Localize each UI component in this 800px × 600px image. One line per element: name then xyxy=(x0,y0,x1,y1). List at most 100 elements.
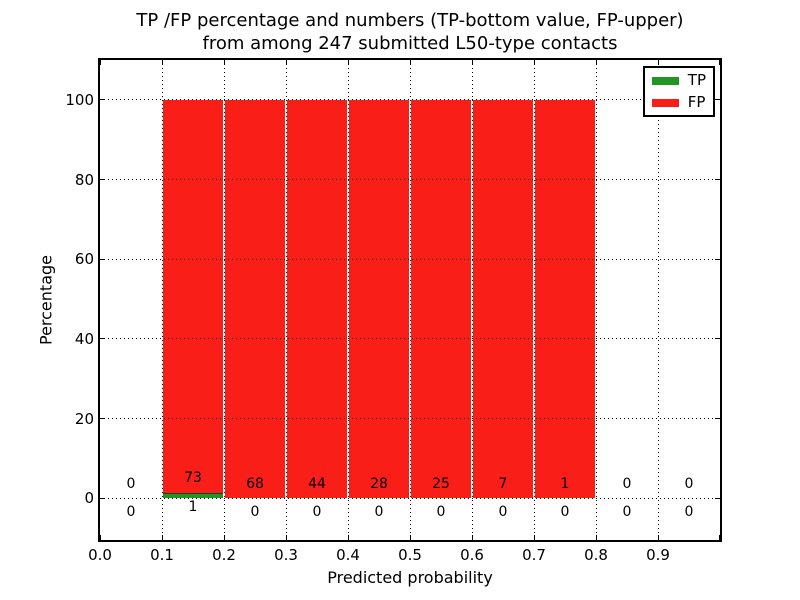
bar-fp xyxy=(411,99,471,499)
x-tick-mark-top xyxy=(718,60,720,65)
x-tick-mark xyxy=(718,535,720,540)
bar-tp xyxy=(163,492,223,499)
x-tick-mark xyxy=(223,535,225,540)
gridline-vertical xyxy=(285,60,287,540)
x-tick-mark-top xyxy=(99,60,101,65)
chart-title: TP /FP percentage and numbers (TP-bottom… xyxy=(100,9,720,55)
gridline-vertical xyxy=(657,60,659,540)
gridline-vertical xyxy=(409,60,411,540)
x-tick-label: 0.7 xyxy=(522,546,546,564)
x-tick-label: 0.9 xyxy=(646,546,670,564)
gridline-vertical xyxy=(471,60,473,540)
fp-count-label: 68 xyxy=(246,475,264,492)
x-tick-mark xyxy=(99,535,101,540)
tp-count-label: 0 xyxy=(498,504,508,521)
x-tick-mark xyxy=(533,535,535,540)
y-tick-mark xyxy=(100,338,105,340)
y-tick-mark xyxy=(100,418,105,419)
x-tick-mark-top xyxy=(161,60,163,65)
x-tick-mark xyxy=(161,535,163,540)
x-tick-label: 0.1 xyxy=(150,546,174,564)
gridline-vertical xyxy=(161,60,163,540)
tp-legend-swatch xyxy=(651,76,679,85)
y-tick-mark-right xyxy=(715,418,720,419)
y-tick-label: 60 xyxy=(74,250,94,269)
x-tick-label: 0.5 xyxy=(398,546,422,564)
x-tick-label: 0.0 xyxy=(88,546,112,564)
x-tick-mark xyxy=(471,535,473,540)
y-tick-mark-right xyxy=(715,258,720,260)
legend-entry-label: FP xyxy=(687,93,706,111)
tp-count-label: 0 xyxy=(436,504,446,521)
bar-fp xyxy=(163,99,223,493)
x-tick-mark xyxy=(409,535,411,540)
x-tick-mark-top xyxy=(285,60,287,65)
legend-entry-label: TP xyxy=(687,71,706,89)
fp-count-label: 1 xyxy=(560,475,570,492)
gridline-vertical xyxy=(595,60,597,540)
fp-count-label: 0 xyxy=(622,475,632,492)
bar-fp xyxy=(349,99,409,499)
x-tick-label: 0.3 xyxy=(274,546,298,564)
x-tick-mark xyxy=(347,535,349,540)
y-tick-label: 100 xyxy=(65,90,94,109)
chart-title-line2: from among 247 submitted L50-type contac… xyxy=(202,33,618,54)
y-tick-label: 40 xyxy=(74,329,94,348)
tp-count-label: 0 xyxy=(250,504,260,521)
x-tick-label: 0.8 xyxy=(584,546,608,564)
x-tick-mark-top xyxy=(533,60,535,65)
tp-count-label: 1 xyxy=(188,498,198,515)
tp-count-label: 0 xyxy=(374,504,384,521)
x-tick-mark xyxy=(285,535,287,540)
fp-legend-swatch xyxy=(651,98,679,107)
tp-count-label: 0 xyxy=(684,504,694,521)
y-tick-mark-right xyxy=(715,497,720,499)
bar-fp xyxy=(535,99,595,499)
gridline-vertical xyxy=(533,60,535,540)
fp-count-label: 0 xyxy=(126,475,136,492)
tp-count-label: 0 xyxy=(312,504,322,521)
tp-count-label: 0 xyxy=(622,504,632,521)
fp-count-label: 7 xyxy=(498,475,508,492)
y-tick-label: 0 xyxy=(84,489,94,508)
fp-count-label: 0 xyxy=(684,475,694,492)
x-tick-mark xyxy=(595,535,597,540)
y-tick-mark xyxy=(100,497,105,499)
x-tick-mark-top xyxy=(657,60,659,65)
x-tick-mark-top xyxy=(223,60,225,65)
gridline-vertical xyxy=(347,60,349,540)
legend: TP FP xyxy=(642,66,715,117)
plot-inner: TP FP 0 0 73 1 68 0 44 0 28 0 25 0 7 0 1 0 0 0 0 0 xyxy=(99,60,720,540)
x-tick-mark-top xyxy=(471,60,473,65)
y-tick-label: 80 xyxy=(74,170,94,189)
x-tick-label: 0.2 xyxy=(212,546,236,564)
y-tick-label: 20 xyxy=(74,409,94,428)
x-tick-mark-top xyxy=(347,60,349,65)
x-tick-label: 0.6 xyxy=(460,546,484,564)
bar-fp xyxy=(473,99,533,499)
tp-count-label: 0 xyxy=(126,504,136,521)
bar-fp xyxy=(287,99,347,499)
legend-entry: TP xyxy=(651,71,706,89)
y-tick-mark-right xyxy=(715,179,720,180)
bar-fp xyxy=(225,99,285,499)
fp-count-label: 44 xyxy=(308,475,326,492)
y-tick-mark-right xyxy=(715,99,720,101)
fp-count-label: 73 xyxy=(184,470,202,487)
chart-title-line1: TP /FP percentage and numbers (TP-bottom… xyxy=(136,10,684,31)
legend-entry: FP xyxy=(651,93,706,111)
fp-count-label: 25 xyxy=(432,475,450,492)
fp-count-label: 28 xyxy=(370,475,388,492)
x-tick-mark-top xyxy=(409,60,411,65)
y-tick-mark xyxy=(100,99,105,101)
x-tick-label: 0.4 xyxy=(336,546,360,564)
y-tick-mark-right xyxy=(715,338,720,340)
y-tick-mark xyxy=(100,179,105,180)
gridline-vertical xyxy=(223,60,225,540)
plot-area: TP FP 0 0 73 1 68 0 44 0 28 0 25 0 7 0 1 0 0 0 0 0 xyxy=(98,58,722,542)
tp-count-label: 0 xyxy=(560,504,570,521)
x-axis-label: Predicted probability xyxy=(327,568,493,587)
x-tick-mark xyxy=(657,535,659,540)
x-tick-mark-top xyxy=(595,60,597,65)
